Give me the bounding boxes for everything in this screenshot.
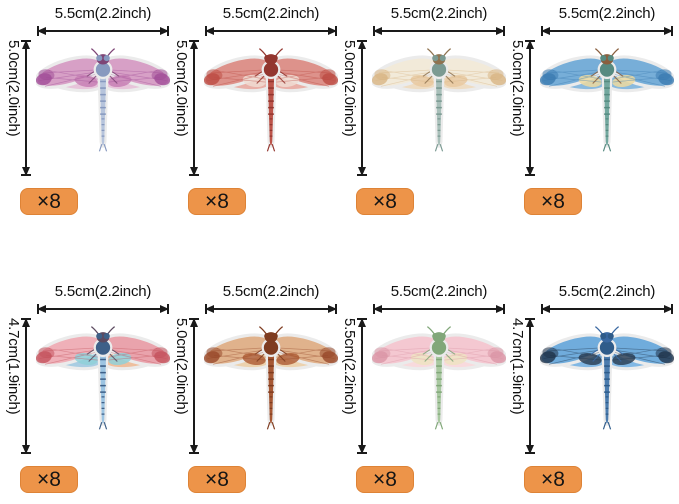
dragonfly-icon [204, 326, 338, 430]
height-dimension: 5.5cm(2.2inch) [342, 316, 372, 458]
sticker-item-rainbow: 5.5cm(2.2inch) 4.7cm(1.9inch) [6, 282, 172, 494]
dragonfly-sticker-illustration [36, 38, 170, 180]
height-dimension: 5.0cm(2.0inch) [510, 38, 540, 180]
dragonfly-icon [204, 48, 338, 152]
width-arrow [205, 304, 337, 314]
height-arrow [357, 40, 367, 176]
quantity-row: ×8 [510, 458, 674, 494]
height-arrow [525, 40, 535, 176]
width-arrow [541, 26, 673, 36]
height-arrow [21, 40, 31, 176]
quantity-row: ×8 [6, 458, 170, 494]
height-arrow [189, 318, 199, 454]
height-label: 5.0cm(2.0inch) [6, 40, 21, 137]
height-arrow [21, 318, 31, 454]
quantity-row: ×8 [342, 458, 506, 494]
quantity-badge: ×8 [188, 188, 246, 215]
sticker-item-blue: 5.5cm(2.2inch) 5.0cm(2.0inch) [510, 4, 676, 216]
quantity-row: ×8 [174, 180, 338, 216]
width-label: 5.5cm(2.2inch) [558, 283, 656, 300]
width-arrow [37, 304, 169, 314]
width-label: 5.5cm(2.2inch) [54, 283, 152, 300]
height-arrow [189, 40, 199, 176]
sticker-item-pink-green: 5.5cm(2.2inch) 5.5cm(2.2inch) [342, 282, 508, 494]
dragonfly-icon [540, 48, 674, 152]
width-dimension: 5.5cm(2.2inch) [372, 282, 506, 316]
dragonfly-sticker-illustration [204, 316, 338, 458]
dragonfly-sticker-illustration [540, 38, 674, 180]
height-dimension: 5.0cm(2.0inch) [174, 38, 204, 180]
height-label: 5.0cm(2.0inch) [174, 40, 189, 137]
width-arrow [205, 26, 337, 36]
width-label: 5.5cm(2.2inch) [558, 5, 656, 22]
quantity-badge: ×8 [356, 188, 414, 215]
width-dimension: 5.5cm(2.2inch) [204, 282, 338, 316]
width-arrow [541, 304, 673, 314]
width-dimension: 5.5cm(2.2inch) [540, 4, 674, 38]
quantity-row: ×8 [342, 180, 506, 216]
quantity-row: ×8 [6, 180, 170, 216]
width-dimension: 5.5cm(2.2inch) [372, 4, 506, 38]
sticker-item-red: 5.5cm(2.2inch) 5.0cm(2.0inch) [174, 4, 340, 216]
height-arrow [357, 318, 367, 454]
width-arrow [373, 26, 505, 36]
height-label: 5.0cm(2.0inch) [510, 40, 525, 137]
dragonfly-icon [36, 48, 170, 152]
dragonfly-sticker-illustration [540, 316, 674, 458]
dragonfly-icon [540, 326, 674, 430]
height-arrow [525, 318, 535, 454]
quantity-badge: ×8 [356, 466, 414, 493]
width-label: 5.5cm(2.2inch) [390, 5, 488, 22]
dragonfly-sticker-illustration [204, 38, 338, 180]
sticker-item-cream: 5.5cm(2.2inch) 5.0cm(2.0inch) [342, 4, 508, 216]
height-dimension: 5.0cm(2.0inch) [174, 316, 204, 458]
sticker-item-rust-spotted: 5.5cm(2.2inch) 5.0cm(2.0inch) [174, 282, 340, 494]
height-label: 5.0cm(2.0inch) [342, 40, 357, 137]
width-arrow [37, 26, 169, 36]
quantity-row: ×8 [510, 180, 674, 216]
height-dimension: 5.0cm(2.0inch) [6, 38, 36, 180]
quantity-badge: ×8 [524, 466, 582, 493]
width-label: 5.5cm(2.2inch) [54, 5, 152, 22]
width-dimension: 5.5cm(2.2inch) [540, 282, 674, 316]
width-label: 5.5cm(2.2inch) [390, 283, 488, 300]
height-label: 5.0cm(2.0inch) [174, 318, 189, 415]
width-label: 5.5cm(2.2inch) [222, 283, 320, 300]
quantity-badge: ×8 [20, 466, 78, 493]
width-arrow [373, 304, 505, 314]
dragonfly-sticker-illustration [36, 316, 170, 458]
dragonfly-sticker-illustration [372, 316, 506, 458]
width-dimension: 5.5cm(2.2inch) [36, 282, 170, 316]
height-label: 4.7cm(1.9inch) [510, 318, 525, 415]
height-dimension: 4.7cm(1.9inch) [6, 316, 36, 458]
quantity-badge: ×8 [188, 466, 246, 493]
dragonfly-sticker-illustration [372, 38, 506, 180]
quantity-badge: ×8 [20, 188, 78, 215]
sticker-item-blue-black: 5.5cm(2.2inch) 4.7cm(1.9inch) [510, 282, 676, 494]
dragonfly-icon [36, 326, 170, 430]
width-dimension: 5.5cm(2.2inch) [204, 4, 338, 38]
width-label: 5.5cm(2.2inch) [222, 5, 320, 22]
sticker-item-pink-purple: 5.5cm(2.2inch) 5.0cm(2.0inch) [6, 4, 172, 216]
width-dimension: 5.5cm(2.2inch) [36, 4, 170, 38]
height-dimension: 4.7cm(1.9inch) [510, 316, 540, 458]
quantity-row: ×8 [174, 458, 338, 494]
height-dimension: 5.0cm(2.0inch) [342, 38, 372, 180]
height-label: 4.7cm(1.9inch) [6, 318, 21, 415]
dragonfly-icon [372, 326, 506, 430]
dragonfly-icon [372, 48, 506, 152]
height-label: 5.5cm(2.2inch) [342, 318, 357, 415]
quantity-badge: ×8 [524, 188, 582, 215]
